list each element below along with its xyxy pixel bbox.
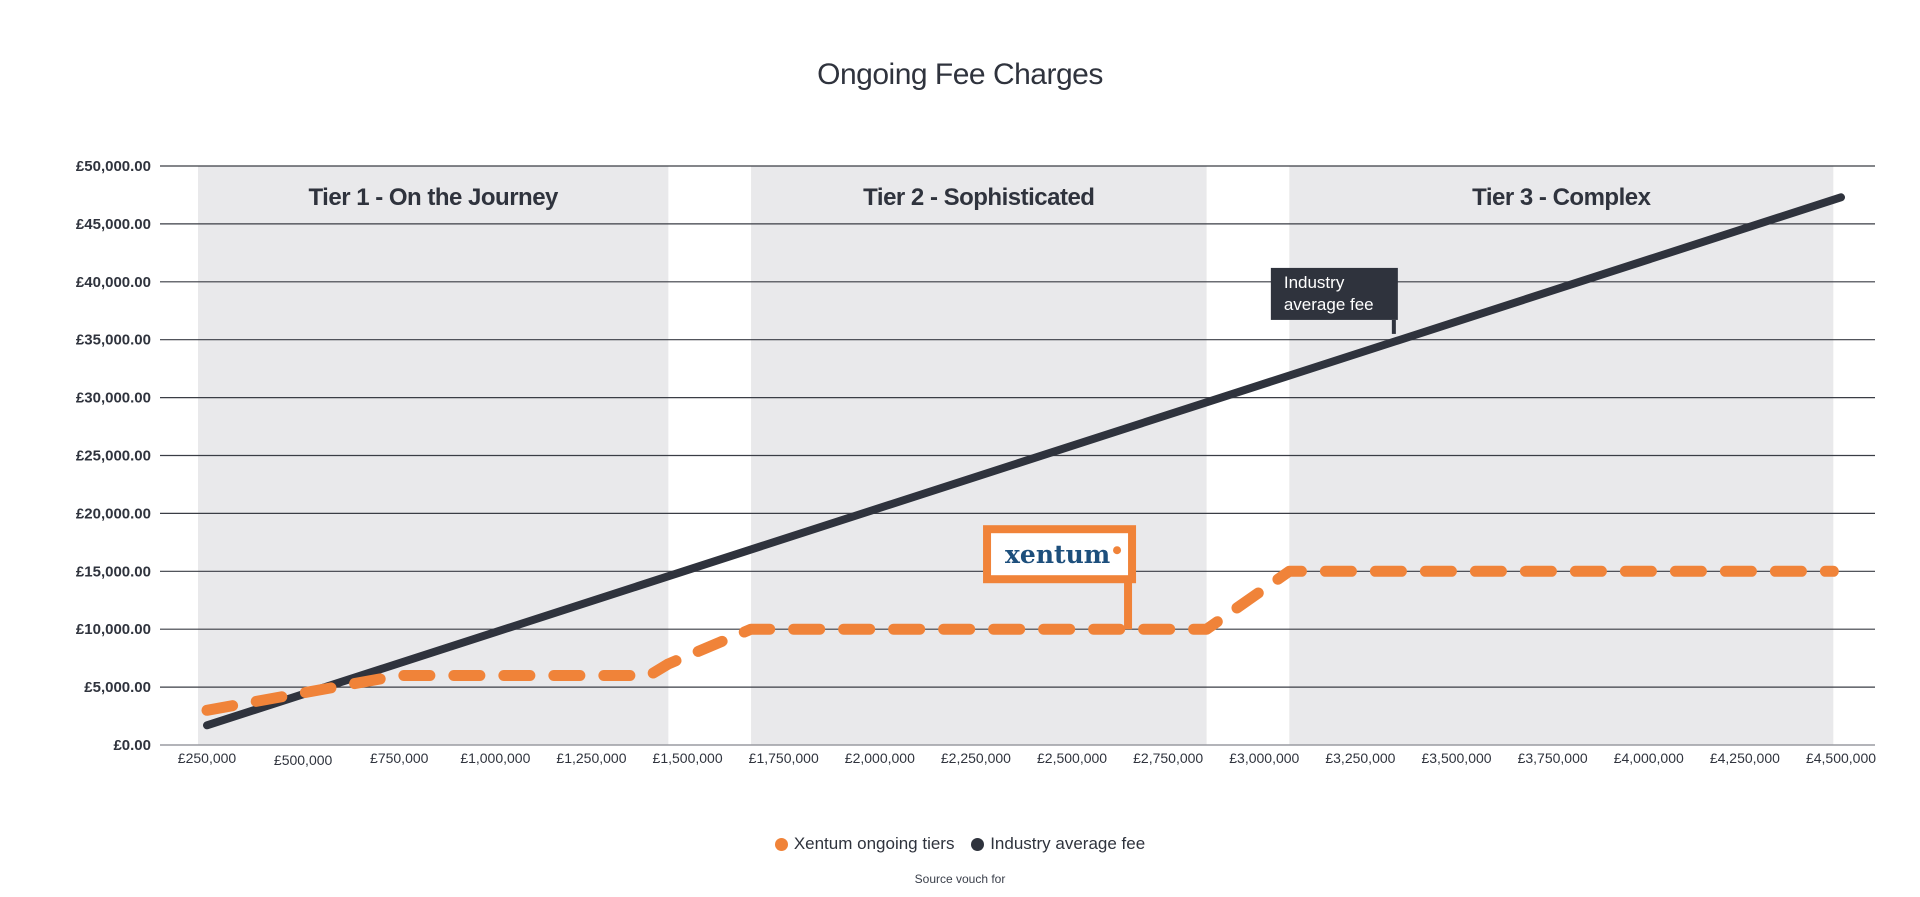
x-tick-label: £4,250,000 <box>1710 750 1780 766</box>
x-tick-label: £750,000 <box>370 750 429 766</box>
legend-item-industry: Industry average fee <box>971 834 1145 854</box>
x-tick-label: £4,000,000 <box>1614 750 1684 766</box>
y-tick-label: £10,000.00 <box>76 621 151 638</box>
y-tick-label: £15,000.00 <box>76 563 151 580</box>
x-tick-label: £2,000,000 <box>845 750 915 766</box>
annotation-layer: Industry average fee xentum <box>983 267 1398 630</box>
tier-label-3: Tier 3 - Complex <box>1472 184 1651 211</box>
y-tick-label: £25,000.00 <box>76 448 151 465</box>
legend-item-xentum: Xentum ongoing tiers <box>774 834 955 854</box>
y-tick-label: £40,000.00 <box>76 274 151 291</box>
x-tick-label: £2,250,000 <box>941 750 1011 766</box>
tier-labels: Tier 1 - On the Journey Tier 2 - Sophisti… <box>308 184 1652 211</box>
annotation-box-industry <box>1270 267 1398 320</box>
y-tick-label: £35,000.00 <box>76 332 151 349</box>
series-line-industry <box>203 193 1845 730</box>
x-tick-label: £3,500,000 <box>1421 750 1491 766</box>
annotation-box-xentum <box>983 525 1137 584</box>
y-tick-label: £5,000.00 <box>84 679 151 696</box>
x-tick-label: £1,000,000 <box>460 750 530 766</box>
annotation-text-industry: Industry <box>1284 273 1345 292</box>
annotation-text-industry: average fee <box>1284 295 1374 314</box>
x-tick-label: £3,000,000 <box>1229 750 1299 766</box>
chart-title: Ongoing Fee Charges <box>817 58 1103 91</box>
series-layer <box>201 193 1845 730</box>
y-axis: £0.00 £5,000.00 £10,000.00 £15,000.00 £20,00… <box>76 158 151 754</box>
source-note: Source vouch for <box>914 872 1006 886</box>
y-tick-label: £45,000.00 <box>76 216 151 233</box>
x-tick-label: £2,750,000 <box>1133 750 1203 766</box>
legend-swatch-industry <box>971 837 985 851</box>
x-tick-label: £500,000 <box>274 752 333 768</box>
legend-label-xentum: Xentum ongoing tiers <box>793 834 955 853</box>
x-tick-label: £1,750,000 <box>749 750 819 766</box>
x-tick-label: £3,750,000 <box>1518 750 1588 766</box>
y-tick-label: £0.00 <box>113 737 151 754</box>
legend: Xentum ongoing tiers Industry average fe… <box>0 834 1920 856</box>
x-tick-label: £1,500,000 <box>653 750 723 766</box>
y-tick-label: £50,000.00 <box>76 158 151 175</box>
legend-label-industry: Industry average fee <box>990 834 1146 853</box>
tier-label-2: Tier 2 - Sophisticated <box>863 184 1094 211</box>
legend-swatch-xentum <box>774 837 788 851</box>
x-tick-label: £3,250,000 <box>1325 750 1395 766</box>
xentum-logo-dot-icon <box>1113 546 1122 555</box>
y-tick-label: £20,000.00 <box>76 505 151 522</box>
x-tick-label: £2,500,000 <box>1037 750 1107 766</box>
series-line-xentum <box>201 565 1839 716</box>
xentum-logo-text: xentum <box>1005 540 1110 569</box>
y-tick-label: £30,000.00 <box>76 390 151 407</box>
gridlines <box>160 165 1875 746</box>
tier-label-1: Tier 1 - On the Journey <box>308 184 559 211</box>
x-tick-label: £1,250,000 <box>556 750 626 766</box>
x-axis: £250,000 £500,000 £750,000 £1,000,000 £1,250… <box>178 750 1876 768</box>
x-tick-label: £250,000 <box>178 750 237 766</box>
x-tick-label: £4,500,000 <box>1806 750 1876 766</box>
